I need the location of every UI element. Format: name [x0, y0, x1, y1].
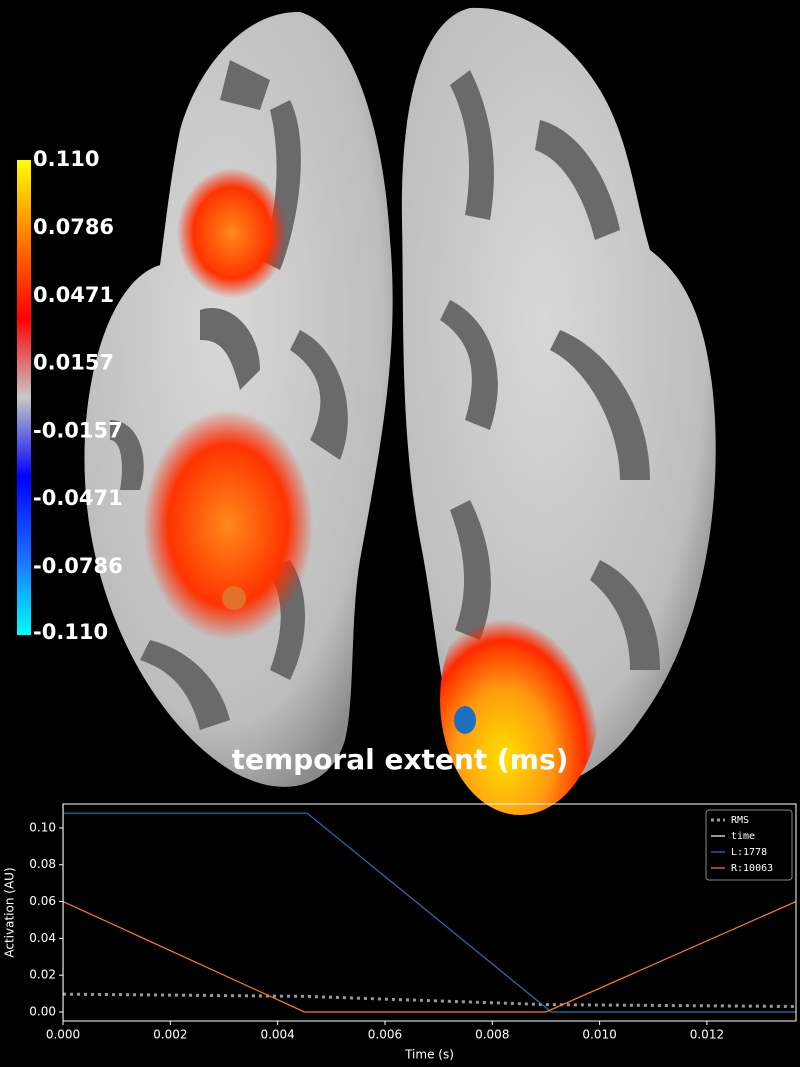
x-tick-label: 0.000 — [46, 1028, 80, 1042]
left-hemisphere — [84, 11, 393, 787]
colorbar-tick-label: 0.0471 — [33, 283, 114, 307]
colorbar-tick-label: 0.110 — [33, 147, 99, 171]
sulci — [110, 60, 660, 730]
legend-label: L:1778 — [731, 847, 767, 858]
x-tick-label: 0.010 — [582, 1028, 616, 1042]
colorbar-tick-label: 0.0786 — [33, 215, 114, 239]
y-tick-label: 0.04 — [29, 931, 56, 945]
plot-frame — [62, 803, 797, 1022]
colorbar-tick-label: -0.0471 — [33, 486, 123, 510]
legend-label: R:10063 — [731, 863, 773, 874]
x-tick-label: 0.002 — [153, 1028, 187, 1042]
activation-blob — [454, 706, 476, 734]
colorbar-tick-label: -0.110 — [33, 620, 108, 644]
y-tick-label: 0.00 — [29, 1004, 56, 1018]
colorbar-scale — [17, 160, 31, 635]
y-tick-label: 0.06 — [29, 894, 56, 908]
activation-blob — [222, 586, 246, 610]
title: temporal extent (ms) — [232, 743, 569, 776]
x-tick-label: 0.008 — [475, 1028, 509, 1042]
time-course-plot: 0.000 0.002 0.004 0.006 0.008 0.010 0.012 0.00 0… — [3, 803, 797, 1062]
y-axis-label: Activation (AU) — [3, 867, 17, 957]
x-tick-label: 0.012 — [690, 1028, 724, 1042]
colorbar-tick-label: -0.0786 — [33, 554, 123, 578]
legend-label: RMS — [731, 815, 749, 826]
x-tick-label: 0.006 — [368, 1028, 402, 1042]
y-tick-label: 0.02 — [29, 968, 56, 982]
series-line — [63, 901, 796, 1013]
series-line — [63, 812, 796, 1013]
colorbar-tick-label: 0.0157 — [33, 351, 114, 375]
legend-label: time — [731, 831, 755, 842]
x-axis-label: Time (s) — [404, 1048, 454, 1062]
colorbar-tick-label: -0.0157 — [33, 418, 123, 442]
legend-box — [705, 809, 793, 881]
series-line — [63, 992, 796, 1008]
activation-blob — [143, 410, 313, 640]
brain-render — [84, 7, 716, 815]
x-tick-label: 0.004 — [260, 1028, 294, 1042]
activation-blob — [440, 585, 600, 815]
y-tick-label: 0.08 — [29, 857, 56, 871]
colorbar: 0.110 0.0786 0.0471 0.0157 -0.0157 -0.0471 -0.… — [17, 147, 123, 644]
activation-blob — [177, 168, 287, 298]
y-tick-label: 0.10 — [29, 820, 56, 834]
